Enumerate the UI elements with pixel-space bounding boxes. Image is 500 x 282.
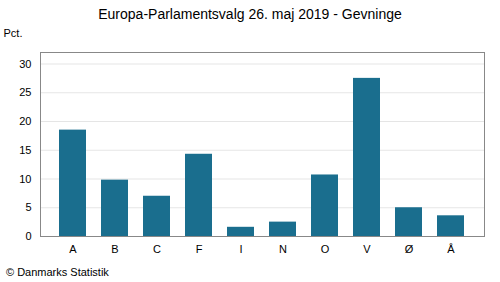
html-text:Europa-Parlamentsvalg 26. maj: Europa-Parlamentsvalg 26. maj 2019 - Gev… — [98, 6, 402, 22]
svg-text:Pct.: Pct. — [4, 27, 23, 39]
svg-text:0: 0 — [25, 230, 31, 242]
svg-text:25: 25 — [19, 86, 31, 98]
svg-text:B: B — [111, 243, 118, 255]
svg-text:Ø: Ø — [405, 243, 414, 255]
svg-text:A: A — [69, 243, 77, 255]
html-text:© Danmarks Statistik: © Danmarks Statistik — [6, 266, 109, 278]
svg-text:10: 10 — [19, 173, 31, 185]
svg-text:O: O — [321, 243, 330, 255]
svg-text:V: V — [363, 243, 371, 255]
svg-text:F: F — [196, 243, 203, 255]
svg-text:C: C — [153, 243, 161, 255]
svg-text:N: N — [279, 243, 287, 255]
svg-text:5: 5 — [25, 201, 31, 213]
svg-text:I: I — [239, 243, 242, 255]
svg-text:20: 20 — [19, 115, 31, 127]
svg-text:30: 30 — [19, 58, 31, 70]
svg-text:15: 15 — [19, 144, 31, 156]
svg-text:Å: Å — [447, 243, 455, 255]
